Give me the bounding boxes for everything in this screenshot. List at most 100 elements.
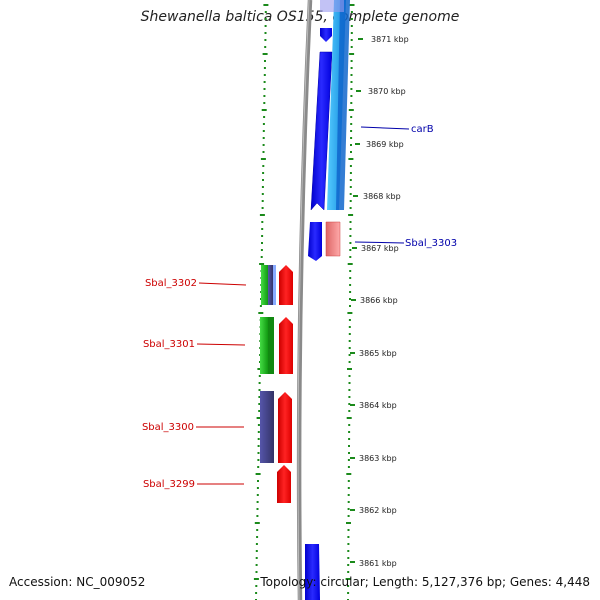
dot-track-right: [350, 116, 353, 118]
dot-track-right: [350, 39, 353, 41]
dot-track-right: [350, 102, 353, 104]
dot-track-left: [262, 151, 265, 153]
dot-track-left: [255, 571, 258, 573]
dot-track-right: [348, 109, 354, 111]
dot-track-right: [350, 144, 352, 146]
gene-arrow-blue-bottom[interactable]: [305, 544, 320, 600]
dot-track-right: [348, 354, 351, 356]
dot-track-left: [262, 137, 265, 139]
dot-track-right: [347, 564, 350, 566]
gene-label-sbal3303[interactable]: Sbal_3303: [405, 238, 457, 249]
dot-track-right: [348, 438, 351, 440]
gene-block-green-sbal3302[interactable]: [261, 265, 268, 305]
gene-arrow-blue-sbal3303[interactable]: [308, 222, 322, 261]
gene-block-navy-sbal3300[interactable]: [260, 391, 274, 463]
gene-arrow-cyan-b[interactable]: [336, 0, 350, 210]
dot-track-right: [347, 263, 353, 265]
dot-track-right: [348, 431, 351, 433]
gene-arrow-pink-sbal3303[interactable]: [325, 221, 341, 257]
dot-track-left: [261, 207, 264, 209]
dot-track-right: [350, 151, 352, 153]
dot-track-left: [264, 25, 267, 27]
dot-track-left: [256, 515, 259, 517]
dot-track-left: [257, 466, 260, 468]
dot-track-right: [347, 550, 350, 552]
dot-track-left: [262, 144, 265, 146]
gene-arrow-red-sbal3299[interactable]: [277, 465, 291, 503]
gene-block-green-sbal3301[interactable]: [260, 317, 268, 374]
dot-track-left: [257, 424, 260, 426]
dot-track-right: [350, 67, 353, 69]
dot-track-left: [262, 179, 264, 181]
dot-track-right: [350, 130, 353, 132]
gene-arrow-cyan-top[interactable]: [320, 0, 344, 12]
dot-track-right: [350, 18, 353, 20]
gene-label-sbal3302[interactable]: Sbal_3302: [145, 278, 197, 289]
accession-text: Accession: NC_009052: [9, 575, 146, 589]
dot-track-right: [347, 585, 350, 587]
dot-track-right: [349, 284, 352, 286]
dot-track-right: [350, 123, 353, 125]
dot-track-right: [348, 319, 351, 321]
dot-track-left: [261, 109, 267, 111]
gene-label-sbal3300[interactable]: Sbal_3300: [142, 422, 194, 433]
dot-track-right: [347, 480, 350, 482]
dot-track-right: [348, 410, 351, 412]
dot-track-right: [349, 165, 352, 167]
tick-label-3862: 3862 kbp: [359, 506, 397, 515]
dot-track-right: [348, 396, 351, 398]
dot-track-right: [347, 494, 350, 496]
dot-track-right: [350, 137, 353, 139]
dot-track-left: [264, 60, 266, 62]
dot-track-right: [350, 88, 353, 90]
gene-arrow-blue-large[interactable]: [320, 28, 332, 42]
dot-track-left: [259, 263, 265, 265]
map-title: Shewanella baltica OS155, complete genom…: [140, 9, 460, 25]
dot-track-right: [348, 158, 354, 160]
dot-track-right: [349, 298, 351, 300]
dot-track-left: [255, 585, 258, 587]
dot-track-right: [349, 249, 352, 251]
tick-label-3867: 3867 kbp: [361, 244, 399, 253]
dot-track-right: [348, 340, 351, 342]
dot-track-right: [347, 557, 350, 559]
dot-track-right: [348, 347, 351, 349]
gene-label-sbal3299[interactable]: Sbal_3299: [143, 479, 195, 490]
gene-arrow-blue-carb[interactable]: [310, 51, 333, 211]
dot-track-left: [261, 235, 264, 237]
tick-label-3864: 3864 kbp: [359, 401, 397, 410]
gene-block-green-sbal3301b[interactable]: [268, 317, 274, 374]
gene-arrow-red-sbal3300[interactable]: [278, 392, 292, 463]
dot-track-right: [348, 326, 351, 328]
dot-track-right: [349, 291, 352, 293]
gene-block-green-sbal3302b[interactable]: [273, 265, 276, 305]
gene-arrow-red-sbal3301[interactable]: [279, 317, 293, 374]
gene-block-navy-sbal3302[interactable]: [268, 265, 273, 305]
gene-arrow-red-sbal3302[interactable]: [279, 265, 293, 305]
dot-track-left: [257, 452, 260, 454]
dot-track-right: [347, 368, 352, 370]
dot-track-left: [255, 564, 258, 566]
dot-track-right: [345, 578, 351, 580]
dot-track-left: [257, 480, 259, 482]
dot-track-left: [263, 116, 266, 118]
gene-label-sbal3301[interactable]: Sbal_3301: [143, 339, 195, 350]
dot-track-right: [349, 228, 352, 230]
dot-track-left: [261, 242, 263, 244]
dot-track-left: [256, 529, 259, 531]
dot-track-left: [261, 228, 264, 230]
dot-track-right: [346, 522, 351, 524]
dot-track-right: [347, 501, 350, 503]
dot-track-right: [348, 375, 351, 377]
dot-track-right: [349, 277, 352, 279]
dot-track-left: [262, 130, 265, 132]
dot-track-left: [261, 200, 264, 202]
topology-text: Topology: circular; Length: 5,127,376 bp…: [260, 575, 590, 589]
gene-label-carb[interactable]: carB: [411, 124, 434, 135]
dot-track-left: [261, 221, 264, 223]
dot-track-left: [259, 214, 265, 216]
dot-track-left: [258, 312, 264, 314]
leader-line-sbal3303: [354, 241, 405, 244]
dot-track-left: [262, 53, 268, 55]
